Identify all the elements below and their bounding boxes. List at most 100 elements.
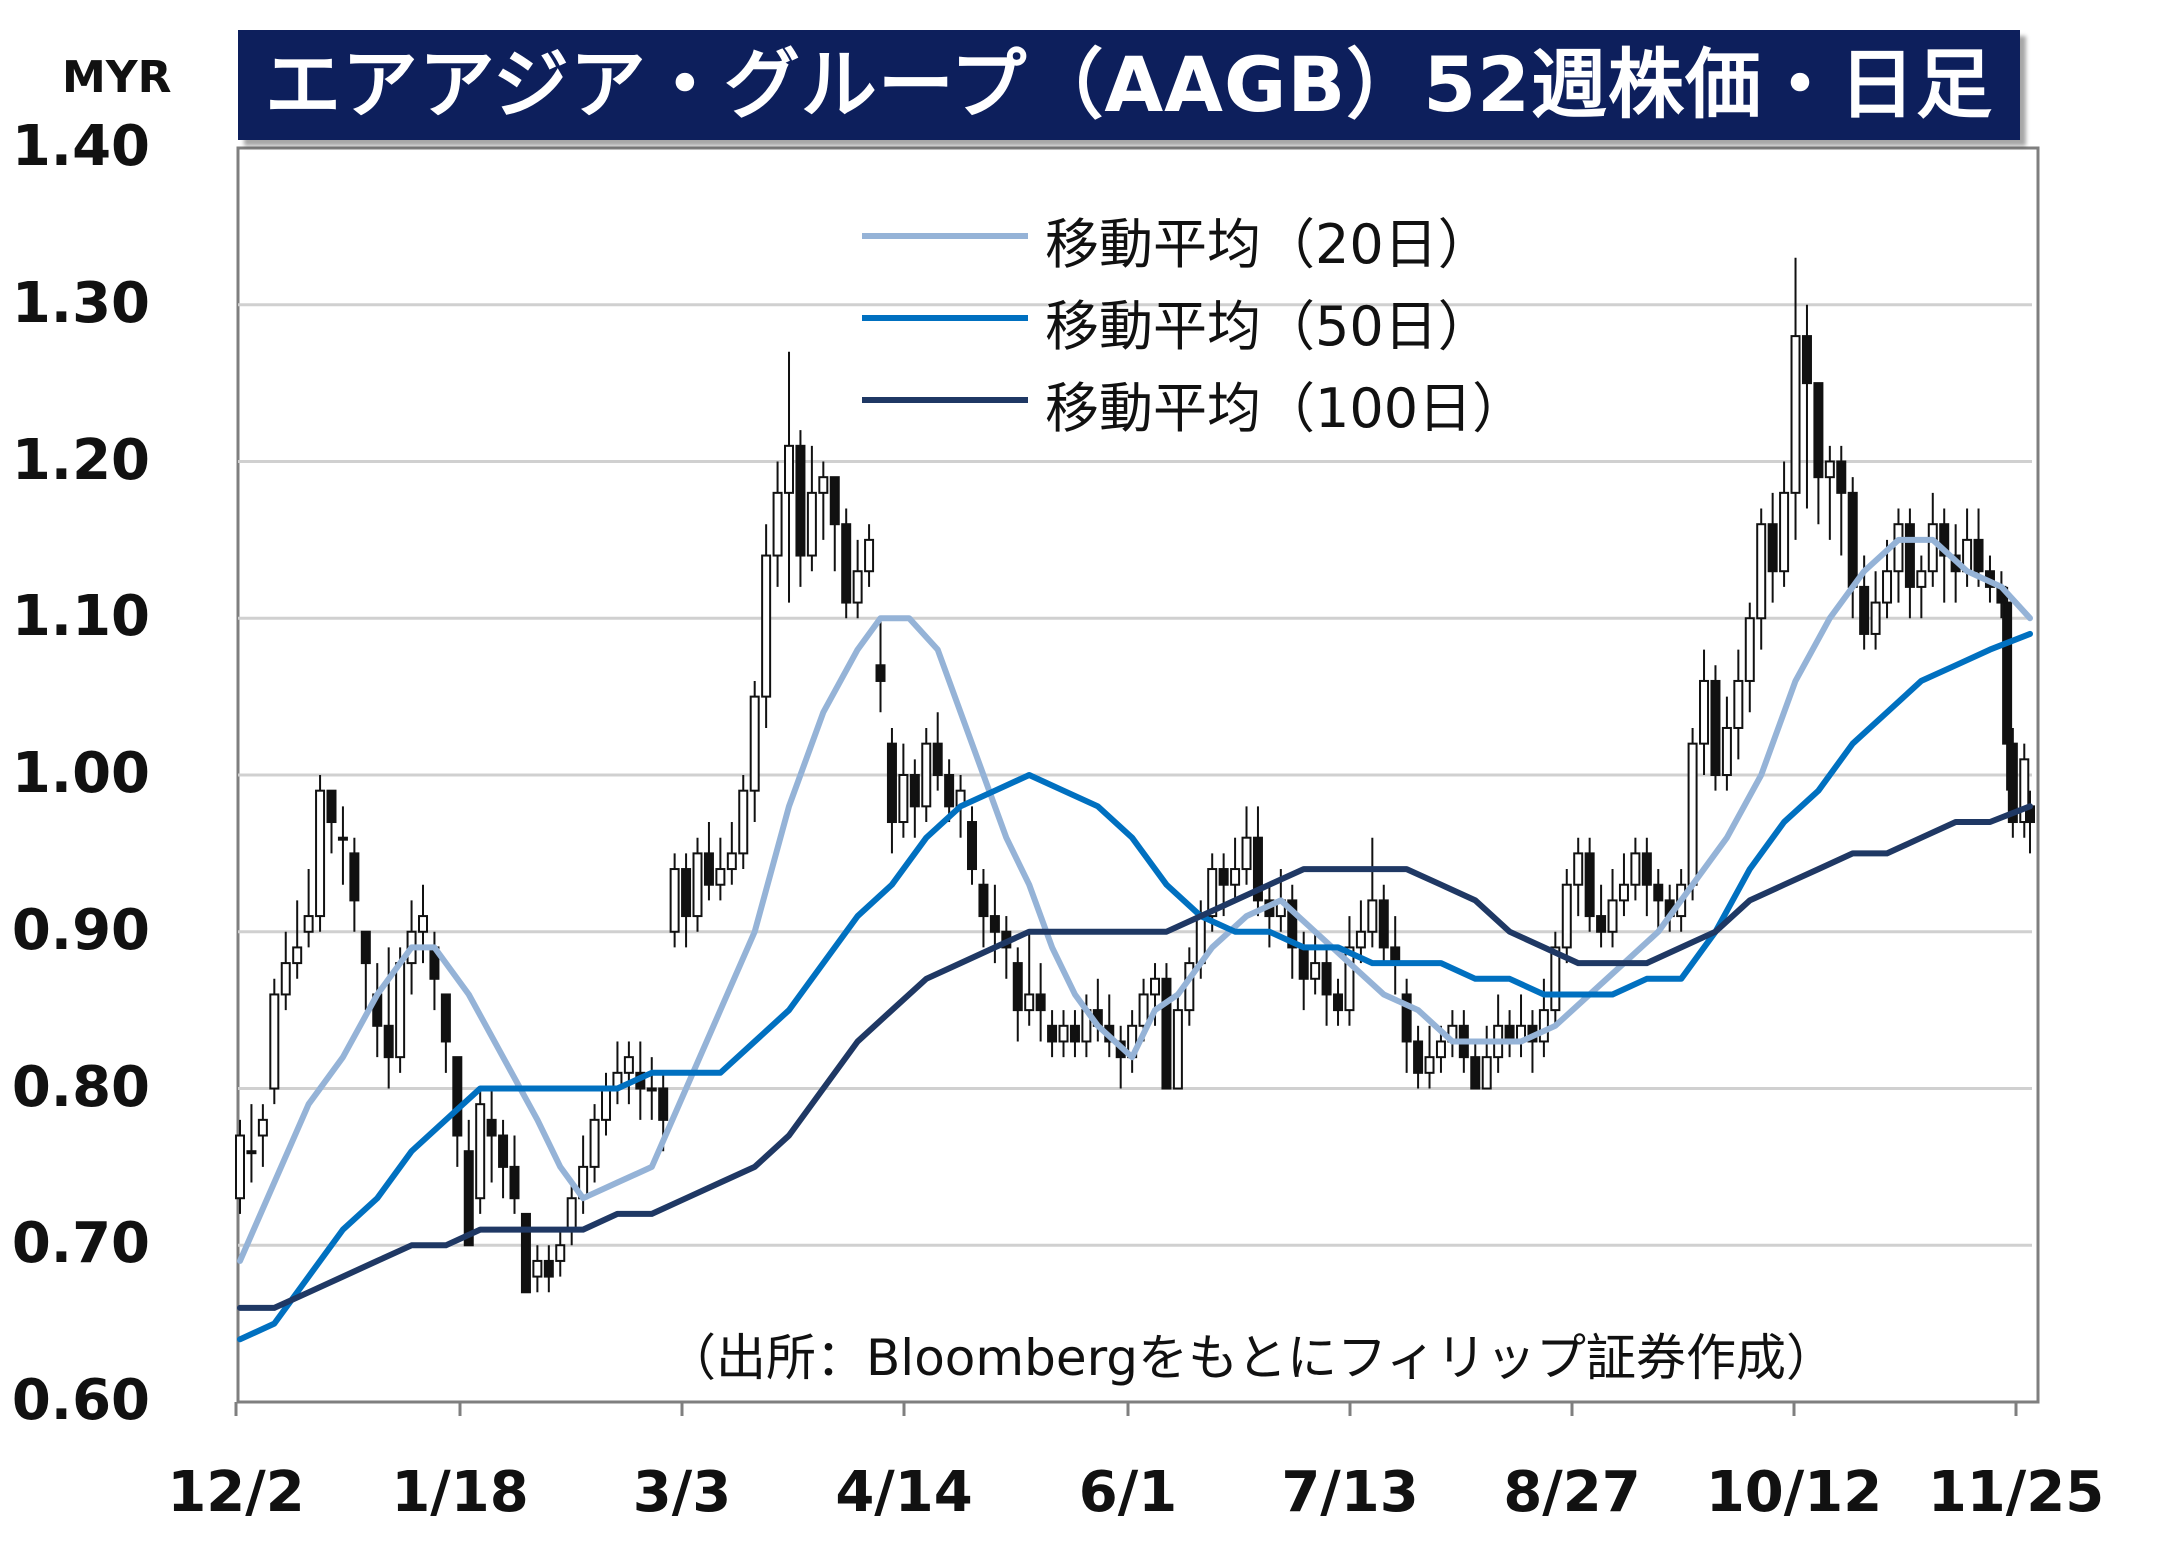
chart-title: エアアジア・グループ（AAGB）52週株価・日足 <box>264 40 1994 129</box>
candle-body <box>703 852 714 886</box>
candle-body <box>1287 899 1298 949</box>
legend-ma100: 移動平均（100日） <box>1045 377 1527 440</box>
x-tick-label: 10/12 <box>1705 1460 1883 1525</box>
candle-body <box>1733 679 1744 729</box>
candle-body <box>1401 993 1412 1043</box>
candle-body <box>1882 570 1893 604</box>
candle-body <box>1172 1009 1183 1090</box>
candle-body <box>303 915 314 933</box>
candle-body <box>1790 335 1801 494</box>
y-tick-label: 1.40 <box>11 114 150 179</box>
candle-body <box>1973 538 1984 573</box>
candle-body <box>1333 993 1344 1012</box>
candle-body <box>1150 977 1161 996</box>
candle-body <box>532 1259 543 1278</box>
candle-body <box>1538 1009 1549 1043</box>
candle-body <box>1252 836 1263 902</box>
x-tick-label: 4/14 <box>835 1460 973 1525</box>
y-tick-label: 1.10 <box>11 584 150 650</box>
y-tick-label: 1.30 <box>11 270 150 336</box>
candle-body <box>738 789 749 855</box>
x-tick-label: 12/2 <box>167 1460 305 1525</box>
moving-averages <box>237 536 2033 1343</box>
candle-body <box>818 476 829 494</box>
candle-body <box>1207 868 1218 918</box>
candle-body <box>772 491 783 557</box>
candle-body <box>1058 1024 1069 1043</box>
candle-body <box>1218 868 1229 886</box>
candle-body <box>1916 570 1927 588</box>
candle-body <box>1550 946 1561 1012</box>
candle-body <box>1630 852 1641 886</box>
candle-body <box>795 444 806 557</box>
candle-body <box>681 868 692 918</box>
candle-body <box>1893 523 1904 573</box>
moving-average-line <box>237 536 2033 1264</box>
candle-body <box>1047 1024 1058 1043</box>
candle-body <box>269 993 280 1090</box>
candle-body <box>1561 883 1572 949</box>
candle-body <box>498 1134 509 1168</box>
candle-body <box>1721 726 1732 776</box>
candle-body <box>1035 993 1046 1012</box>
candle-body <box>864 538 875 573</box>
candle-body <box>2007 742 2018 824</box>
candle-body <box>989 915 1000 933</box>
candle-body <box>1367 899 1378 933</box>
candle-body <box>1687 742 1698 886</box>
y-tick-label: 1.00 <box>11 741 150 806</box>
candle-body <box>1321 962 1332 996</box>
candle-body <box>761 554 772 698</box>
candle-body <box>921 742 932 808</box>
candle-body <box>520 1212 531 1294</box>
candle-body <box>280 962 291 996</box>
candle-body <box>669 868 680 933</box>
candle-body <box>692 852 703 918</box>
candle-body <box>1298 946 1309 980</box>
candle-body <box>1756 523 1767 620</box>
candle-body <box>1779 491 1790 573</box>
candle-body <box>1744 617 1755 682</box>
candle-body <box>1927 523 1938 573</box>
candle-body <box>841 523 852 604</box>
x-tick-label: 3/3 <box>632 1460 732 1525</box>
candle-body <box>1870 601 1881 635</box>
legend-ma50: 移動平均（50日） <box>1045 295 1492 358</box>
candle-body <box>726 852 737 871</box>
candle-body <box>875 664 886 682</box>
y-tick-label: 1.20 <box>11 427 150 493</box>
x-tick-label: 8/27 <box>1503 1460 1641 1525</box>
y-tick-label: 0.60 <box>11 1368 150 1433</box>
candle-body <box>1355 930 1366 949</box>
candle-body <box>2019 758 2030 824</box>
candle-body <box>1767 523 1778 573</box>
candle-body <box>944 774 955 808</box>
candle-body <box>1161 977 1172 1090</box>
candle-body <box>1607 899 1618 933</box>
candle-body <box>543 1259 554 1278</box>
candle-body <box>886 742 897 824</box>
x-tick-label: 7/13 <box>1281 1460 1419 1525</box>
y-tick-label: 0.80 <box>11 1054 150 1120</box>
candle-body <box>1847 491 1858 588</box>
candle-body <box>978 883 989 918</box>
candle-body <box>395 962 406 1059</box>
y-tick-label: 0.90 <box>11 897 150 963</box>
candle-body <box>829 476 840 526</box>
candle-body <box>257 1118 268 1137</box>
moving-average-line <box>237 803 2033 1311</box>
candle-body <box>246 1150 257 1155</box>
candle-body <box>418 915 429 933</box>
candle-body <box>1904 523 1915 588</box>
candle-body <box>349 852 360 902</box>
candle-body <box>440 993 451 1043</box>
candle-body <box>1344 946 1355 1012</box>
candle-body <box>646 1087 657 1092</box>
candle-body <box>749 695 760 792</box>
source-note: （出所：Bloombergをもとにフィリップ証券作成） <box>666 1329 1836 1387</box>
candle-body <box>1138 993 1149 1027</box>
candle-body <box>1230 868 1241 886</box>
candle-body <box>383 1024 394 1059</box>
candle-body <box>898 774 909 824</box>
